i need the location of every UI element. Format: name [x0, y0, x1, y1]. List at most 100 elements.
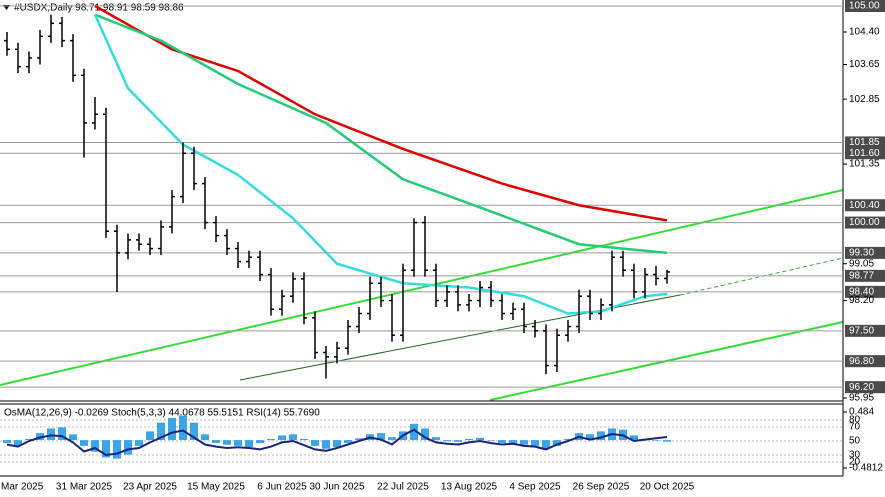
osma-bar [410, 423, 418, 441]
moving-average [94, 13, 668, 255]
osma-bar [80, 440, 88, 446]
osma-bar [652, 440, 660, 441]
x-tick-label: 22 Jul 2025 [377, 482, 429, 493]
osma-bar [212, 440, 220, 443]
osma-bar [432, 437, 440, 441]
osma-bar [542, 440, 550, 449]
osma-bar [289, 434, 297, 441]
osma-bar [245, 440, 253, 448]
osma-bar [498, 440, 506, 443]
y-tick-label: 0.484 [849, 407, 874, 418]
level-box [845, 246, 885, 259]
osma-bar [267, 438, 275, 441]
osma-bar [663, 440, 671, 442]
osma-bar [454, 440, 462, 442]
level-box [845, 324, 885, 337]
osma-bar [168, 418, 176, 441]
osma-bar [278, 435, 286, 441]
x-tick-label: 13 Aug 2025 [441, 482, 498, 493]
osma-bar [201, 434, 209, 441]
osma-bar [25, 438, 33, 441]
osma-bar [256, 440, 264, 443]
y2-tick-label: 70 [849, 422, 861, 433]
osma-bar [476, 437, 484, 441]
x-tick-label: 23 Apr 2025 [123, 482, 177, 493]
osma-bar [223, 440, 231, 445]
osma-bar [3, 440, 11, 443]
osma-bar [69, 434, 77, 441]
osma-bar [487, 440, 495, 441]
level-box [845, 355, 885, 368]
osma-bar [234, 440, 242, 446]
osma-bar [113, 440, 121, 459]
level-box [845, 381, 885, 394]
osma-bar [421, 428, 429, 441]
osma-bar [520, 440, 528, 445]
y-tick-label: 99.05 [849, 258, 874, 269]
x-tick-label: 26 Sep 2025 [573, 482, 630, 493]
osma-bar [58, 427, 66, 441]
osma-bar [179, 415, 187, 441]
osma-bar [443, 440, 451, 442]
osma-bar [190, 422, 198, 441]
level-box [845, 147, 885, 160]
osma-bar [388, 437, 396, 441]
y2-tick-label: 30 [849, 450, 861, 461]
osma-bar [157, 422, 165, 441]
osma-bar [509, 440, 517, 444]
level-box [845, 0, 885, 12]
level-box [845, 136, 885, 149]
osma-bar [344, 440, 352, 443]
osma-bar [311, 440, 319, 446]
osma-bar [300, 438, 308, 441]
level-box [845, 285, 885, 298]
y2-tick-label: 20 [849, 457, 861, 468]
level-box [845, 216, 885, 229]
y-tick-label: -0.4812 [849, 463, 883, 474]
rsi-line [6, 428, 668, 457]
level-label: 100.00 [849, 217, 880, 228]
osma-bar [14, 440, 22, 446]
x-tick-label: 6 Jun 2025 [257, 482, 307, 493]
level-label: 101.85 [849, 137, 880, 148]
osma-bar [377, 433, 385, 441]
level-label: 96.20 [849, 382, 874, 393]
x-tick-label: 31 Mar 2025 [56, 482, 113, 493]
osma-bar [355, 438, 363, 441]
x-tick-label: 15 May 2025 [187, 482, 245, 493]
osma-bar [322, 440, 330, 449]
x-tick-label: 7 Mar 2025 [0, 482, 44, 493]
osma-bar [630, 435, 638, 441]
osma-bar [91, 440, 99, 452]
level-label: 97.50 [849, 326, 874, 337]
level-label: 99.30 [849, 248, 874, 259]
y-tick-label: 102.85 [849, 94, 880, 105]
osma-bar [531, 440, 539, 446]
level-label: 98.77 [849, 270, 874, 281]
y-tick-label: 104.40 [849, 27, 880, 38]
level-label: 100.40 [849, 200, 880, 211]
osma-bar [586, 434, 594, 441]
level-box [845, 269, 885, 282]
x-tick-label: 4 Sep 2025 [509, 482, 561, 493]
osma-bar [146, 431, 154, 441]
osma-bar [465, 438, 473, 441]
y-tick-label: 98.20 [849, 295, 874, 306]
osma-bar [124, 440, 132, 455]
y-tick-label: 95.95 [849, 393, 874, 404]
y2-tick-label: 80 [849, 415, 861, 426]
osma-bar [564, 438, 572, 441]
x-tick-label: 30 Jun 2025 [309, 482, 364, 493]
y2-tick-label: 50 [849, 436, 861, 447]
y-tick-label: 103.65 [849, 59, 880, 70]
indicator-title: OsMA(12,26,9) -0.0269 Stoch(5,3,3) 44.06… [4, 408, 320, 419]
y-tick-label: 101.35 [849, 159, 880, 170]
osma-bar [102, 440, 110, 458]
level-box [845, 199, 885, 212]
level-label: 101.60 [849, 148, 880, 159]
osma-bar [47, 428, 55, 441]
level-label: 98.40 [849, 287, 874, 298]
osma-bar [597, 431, 605, 441]
level-label: 96.80 [849, 356, 874, 367]
